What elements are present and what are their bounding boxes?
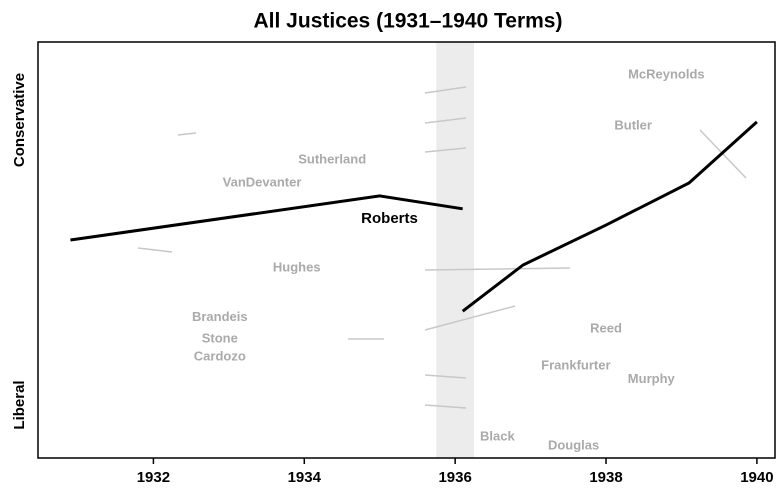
background-traces <box>137 86 747 409</box>
plot-frame <box>37 41 776 459</box>
series-line <box>70 120 758 313</box>
justice-label: Douglas <box>548 437 599 452</box>
x-tick-label: 1938 <box>589 469 622 486</box>
x-tick-label: 1940 <box>740 469 773 486</box>
justice-label: Black <box>480 429 515 444</box>
series-label: Roberts <box>361 210 418 227</box>
justice-label: Reed <box>590 320 622 335</box>
justice-label: Butler <box>614 117 652 132</box>
justice-label: Hughes <box>273 259 321 274</box>
justice-label: Brandeis <box>192 309 248 324</box>
y-top-label: Conservative <box>11 73 28 167</box>
justice-label: Stone <box>202 330 238 345</box>
justice-label: Murphy <box>628 371 676 386</box>
justice-label: Frankfurter <box>541 358 610 373</box>
chart-title: All Justices (1931–1940 Terms) <box>254 10 563 33</box>
x-tick-label: 1936 <box>438 469 471 486</box>
shade-band <box>436 42 475 458</box>
justice-label: VanDevanter <box>223 174 302 189</box>
justice-label: McReynolds <box>628 67 705 82</box>
x-tick-label: 1932 <box>137 469 170 486</box>
justice-label: Cardozo <box>194 348 246 363</box>
x-tick-label: 1934 <box>288 469 322 486</box>
justice-label: Sutherland <box>298 152 366 167</box>
y-bottom-label: Liberal <box>11 380 28 429</box>
